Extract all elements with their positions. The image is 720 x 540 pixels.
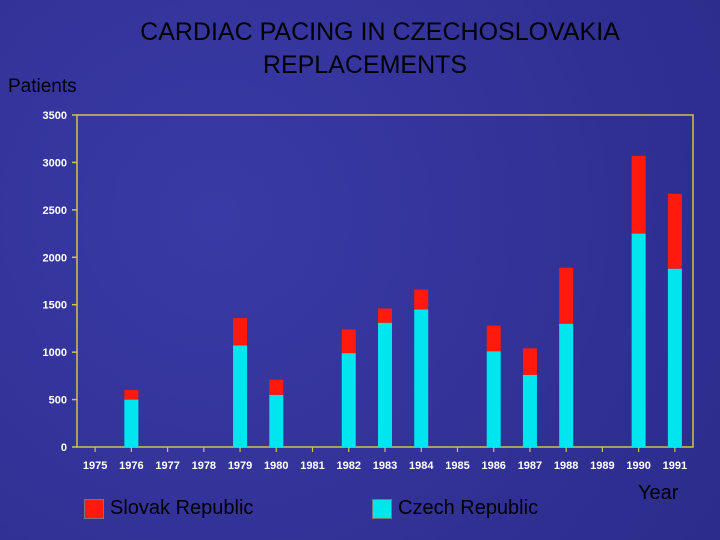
bar-slovak <box>233 317 248 346</box>
bar-slovak <box>522 348 537 375</box>
legend-label-czech: Czech Republic <box>398 497 539 519</box>
x-tick-label: 1986 <box>481 460 505 472</box>
y-tick-label: 500 <box>49 395 67 407</box>
x-tick-label: 1978 <box>192 460 216 472</box>
bar-czech <box>522 374 537 447</box>
bar-slovak <box>486 325 501 352</box>
x-tick-label: 1979 <box>228 460 252 472</box>
bar-slovak <box>124 390 139 400</box>
bar-czech <box>559 323 574 447</box>
bar-czech <box>269 394 284 447</box>
bar-slovak <box>559 267 574 324</box>
bar-czech <box>378 322 392 447</box>
bar-czech <box>486 351 501 447</box>
x-tick-label: 1985 <box>445 460 469 472</box>
x-axis-label: Year <box>638 482 679 504</box>
bar-czech <box>414 309 429 447</box>
x-tick-label: 1987 <box>518 460 542 472</box>
x-tick-label: 1976 <box>119 460 143 472</box>
chart-subtitle: REPLACEMENTS <box>262 51 468 79</box>
legend-item-slovak: Slovak Republic <box>84 497 253 520</box>
x-tick-label: 1977 <box>155 460 179 472</box>
x-tick-label: 1981 <box>300 460 324 472</box>
y-tick-label: 3500 <box>43 110 67 122</box>
bar-slovak <box>378 308 392 323</box>
legend-label-slovak: Slovak Republic <box>110 497 254 519</box>
legend-swatch-slovak <box>84 498 104 519</box>
y-tick-label: 2500 <box>43 205 67 217</box>
bar-czech <box>124 399 139 447</box>
bar-slovak <box>269 379 284 395</box>
x-tick-label: 1984 <box>409 460 434 472</box>
bar-slovak <box>414 289 429 310</box>
bar-czech <box>631 233 646 447</box>
legend-item-czech: Czech Republic <box>372 497 538 520</box>
bar-slovak <box>667 193 682 269</box>
bar-czech <box>341 353 356 447</box>
x-tick-label: 1990 <box>626 460 650 472</box>
chart-title: CARDIAC PACING IN CZECHOSLOVAKIA <box>140 18 620 46</box>
y-tick-label: 0 <box>61 442 67 454</box>
y-tick-label: 1500 <box>43 300 67 312</box>
y-axis-label: Patients <box>8 76 77 97</box>
bar-czech <box>667 268 682 447</box>
x-tick-label: 1989 <box>590 460 614 472</box>
bar-czech <box>233 345 248 447</box>
bar-slovak <box>341 329 356 354</box>
x-tick-label: 1980 <box>264 460 288 472</box>
x-tick-label: 1982 <box>337 460 361 472</box>
x-tick-label: 1975 <box>83 460 107 472</box>
x-tick-label: 1983 <box>373 460 397 472</box>
legend-swatch-czech <box>372 498 392 519</box>
y-tick-label: 2000 <box>43 252 67 264</box>
x-tick-label: 1988 <box>554 460 578 472</box>
bar-slovak <box>631 155 646 234</box>
x-tick-label: 1991 <box>663 460 687 472</box>
y-tick-label: 1000 <box>43 347 67 359</box>
y-tick-label: 3000 <box>43 157 67 169</box>
